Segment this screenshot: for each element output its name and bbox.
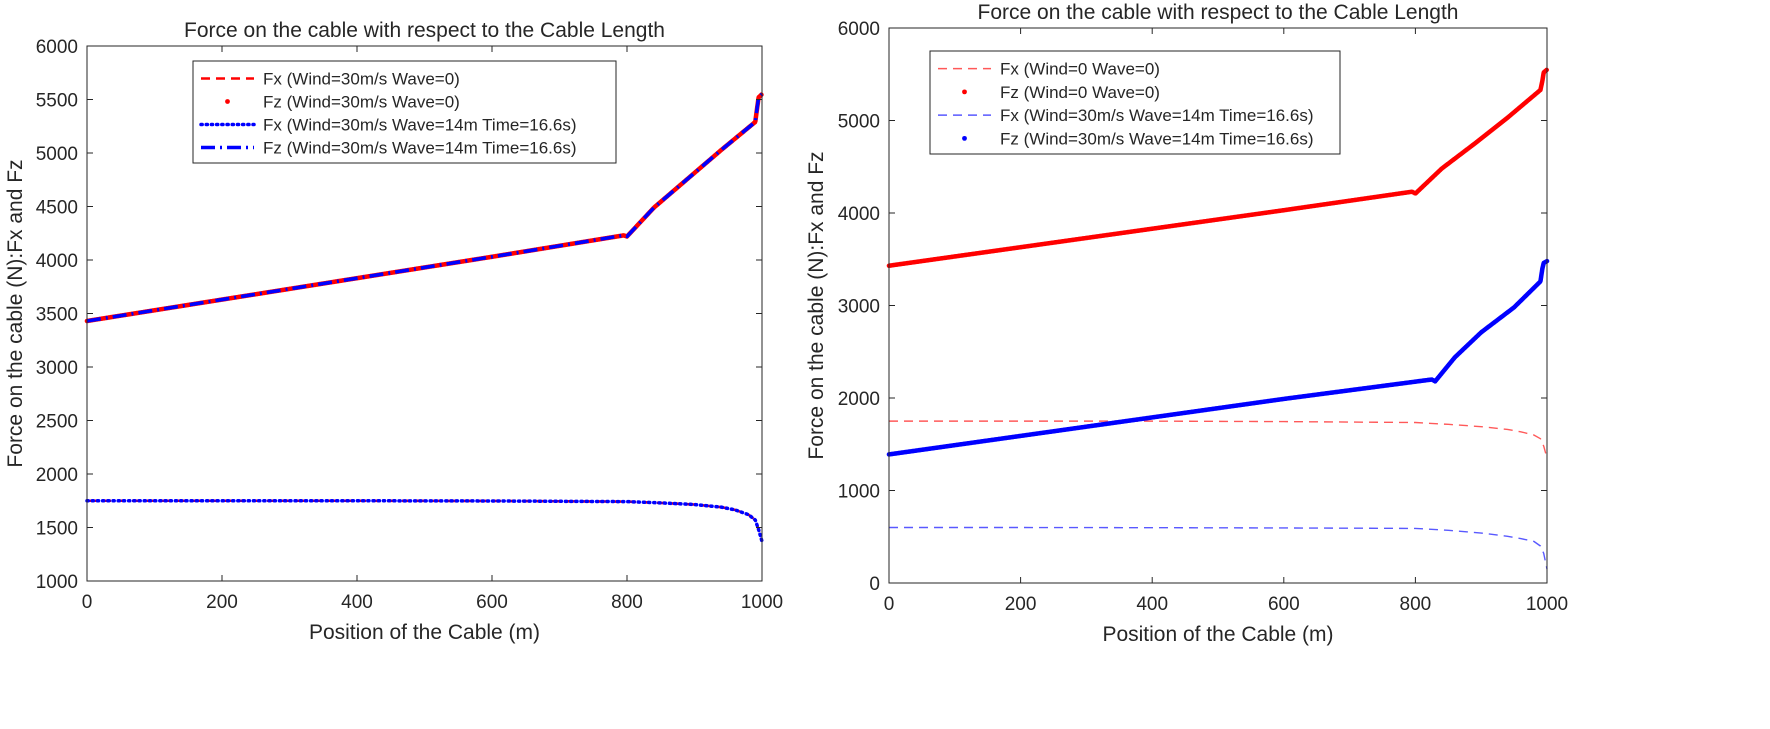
y-tick-label: 4000 bbox=[838, 204, 880, 225]
legend-entry-label: Fx (Wind=30m/s Wave=14m Time=16.6s) bbox=[263, 116, 577, 135]
series-line-1 bbox=[87, 499, 764, 542]
legend-entry-label: Fz (Wind=30m/s Wave=14m Time=16.6s) bbox=[1000, 129, 1314, 148]
y-tick-label: 5000 bbox=[838, 112, 880, 133]
legend: Fx (Wind=30m/s Wave=0) Fz (Wind=30m/s Wav… bbox=[192, 60, 617, 164]
chart-title: Force on the cable with respect to the C… bbox=[184, 19, 665, 42]
x-tick-label: 600 bbox=[476, 592, 508, 613]
series-line-4 bbox=[86, 92, 764, 323]
x-axis-label: Position of the Cable (m) bbox=[309, 621, 540, 644]
axes-box bbox=[888, 27, 1548, 584]
y-tick-label: 4500 bbox=[36, 198, 78, 219]
legend-swatch bbox=[225, 99, 230, 104]
x-tick-label: 800 bbox=[1400, 594, 1432, 615]
x-tick-label: 400 bbox=[1136, 594, 1168, 615]
y-tick-label: 1500 bbox=[36, 519, 78, 540]
y-tick-label: 2000 bbox=[838, 389, 880, 410]
x-tick-label: 1000 bbox=[1526, 594, 1568, 615]
y-tick-label: 1000 bbox=[838, 482, 880, 503]
y-tick-label: 1000 bbox=[36, 572, 78, 593]
legend-entry-label: Fz (Wind=0 Wave=0) bbox=[1000, 83, 1160, 102]
chart-title: Force on the cable with respect to the C… bbox=[978, 1, 1459, 24]
x-tick-label: 200 bbox=[206, 592, 238, 613]
y-tick-label: 3000 bbox=[36, 358, 78, 379]
x-tick-label: 1000 bbox=[741, 592, 783, 613]
series-line-4 bbox=[886, 258, 1550, 457]
legend: Fx (Wind=0 Wave=0) Fz (Wind=0 Wave=0) Fx (… bbox=[929, 50, 1341, 155]
chart-right: Force on the cable with respect to the C… bbox=[805, 1, 1568, 646]
series-line-3 bbox=[85, 499, 764, 544]
y-axis-label: Force on the cable (N):Fx and Fz bbox=[4, 159, 27, 467]
series-line-1 bbox=[889, 420, 1548, 459]
legend-box bbox=[192, 60, 617, 164]
y-tick-label: 4000 bbox=[36, 251, 78, 272]
legend-swatch bbox=[962, 135, 967, 141]
x-tick-label: 400 bbox=[341, 592, 373, 613]
axes-box bbox=[86, 45, 763, 582]
y-tick-label: 3000 bbox=[838, 297, 880, 318]
y-tick-label: 6000 bbox=[36, 37, 78, 58]
y-tick-label: 5000 bbox=[36, 144, 78, 165]
y-tick-label: 0 bbox=[869, 574, 880, 595]
legend-entry-label: Fz (Wind=30m/s Wave=14m Time=16.6s) bbox=[263, 139, 577, 158]
legend-swatch bbox=[962, 89, 967, 95]
y-tick-label: 2000 bbox=[36, 465, 78, 486]
legend-entry-label: Fx (Wind=30m/s Wave=14m Time=16.6s) bbox=[1000, 106, 1314, 125]
x-axis-label: Position of the Cable (m) bbox=[1102, 623, 1333, 646]
x-tick-label: 0 bbox=[82, 592, 93, 613]
x-tick-label: 800 bbox=[611, 592, 643, 613]
y-tick-label: 2500 bbox=[36, 412, 78, 433]
series-line-2 bbox=[886, 67, 1550, 269]
legend-entry-label: Fx (Wind=0 Wave=0) bbox=[1000, 60, 1160, 79]
x-tick-label: 200 bbox=[1005, 594, 1037, 615]
legend-entry-label: Fx (Wind=30m/s Wave=0) bbox=[263, 70, 460, 89]
legend-entry-label: Fz (Wind=30m/s Wave=0) bbox=[263, 93, 460, 112]
chart-left: Force on the cable with respect to the C… bbox=[4, 19, 783, 644]
series-line-3 bbox=[889, 526, 1548, 570]
x-tick-label: 0 bbox=[884, 594, 895, 615]
legend-box bbox=[929, 50, 1341, 155]
y-tick-label: 6000 bbox=[838, 19, 880, 40]
y-tick-label: 5500 bbox=[36, 91, 78, 112]
x-tick-label: 600 bbox=[1268, 594, 1300, 615]
y-axis-label: Force on the cable (N):Fx and Fz bbox=[805, 151, 828, 459]
y-tick-label: 3500 bbox=[36, 305, 78, 326]
